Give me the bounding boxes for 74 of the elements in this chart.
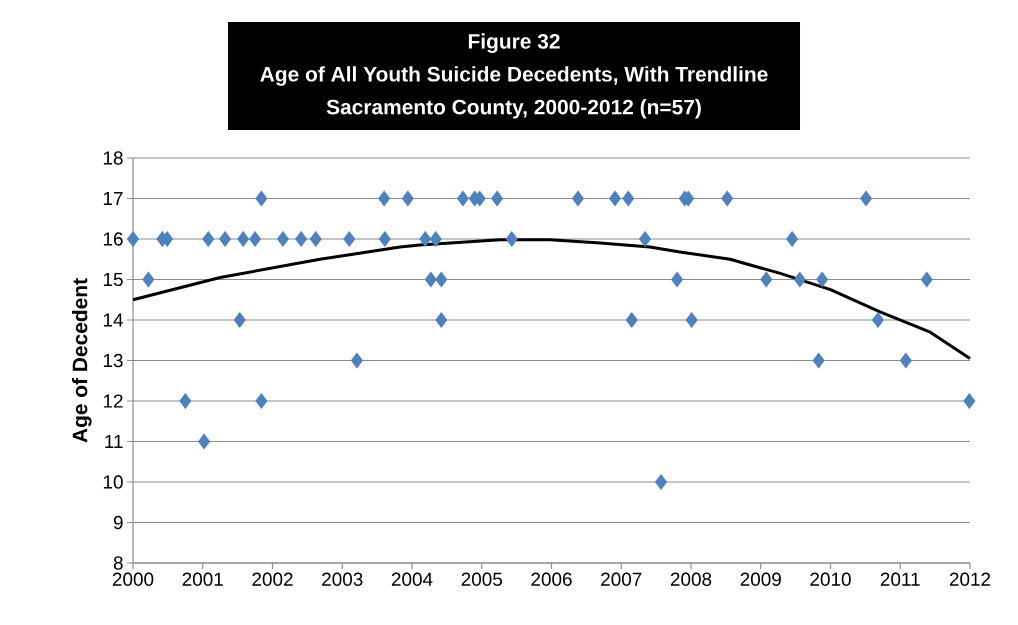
point: [435, 311, 448, 329]
point: [786, 230, 799, 248]
point: [920, 271, 933, 288]
point: [860, 190, 873, 207]
y-axis-title: Age of Decedent: [72, 278, 92, 443]
y-tick-label: 18: [103, 151, 123, 165]
point: [963, 392, 976, 410]
point: [812, 352, 825, 369]
y-tick-label: 16: [103, 232, 123, 246]
point: [179, 392, 192, 410]
point: [350, 352, 363, 369]
point: [378, 190, 391, 207]
y-tick-label: 11: [105, 434, 123, 449]
point: [198, 433, 211, 450]
point: [401, 190, 414, 207]
chart-title: Figure 32: [468, 33, 560, 53]
x-tick-label: 2005: [461, 572, 503, 586]
point: [608, 190, 622, 207]
x-tick-label: 2004: [391, 572, 433, 586]
y-tick-label: 17: [103, 191, 123, 206]
x-tick-label: 2001: [182, 572, 223, 586]
point: [126, 230, 140, 248]
point: [638, 230, 652, 248]
y-tick-label: 14: [103, 313, 123, 327]
x-tick-label: 2007: [601, 572, 642, 586]
point: [419, 230, 432, 248]
point: [654, 473, 668, 491]
x-tick-label: 2000: [112, 572, 154, 586]
y-tick-label: 15: [103, 272, 123, 287]
point: [249, 230, 262, 248]
point: [899, 352, 912, 369]
point: [871, 311, 884, 329]
point: [343, 230, 356, 248]
point: [202, 230, 215, 248]
point: [237, 230, 250, 248]
point: [793, 271, 806, 288]
point: [424, 271, 437, 288]
point: [219, 230, 232, 248]
point: [721, 190, 734, 207]
y-tick-label: 9: [113, 515, 123, 530]
point: [491, 190, 504, 207]
point: [685, 311, 698, 329]
x-tick-label: 2010: [810, 572, 851, 586]
point: [622, 190, 635, 207]
point: [255, 392, 268, 410]
point: [378, 230, 391, 248]
y-tick-label: 8: [113, 556, 123, 570]
point: [760, 271, 773, 288]
x-tick-label: 2006: [531, 572, 572, 586]
point: [625, 311, 638, 329]
y-tick-label: 13: [103, 353, 123, 368]
x-tick-label: 2012: [949, 572, 991, 586]
point: [505, 230, 518, 248]
x-tick-label: 2008: [670, 572, 712, 586]
point: [276, 230, 290, 248]
y-tick-label: 12: [103, 394, 123, 408]
point: [309, 230, 322, 248]
point: [671, 271, 684, 288]
point: [255, 190, 268, 207]
point: [429, 230, 442, 248]
point: [233, 311, 246, 329]
point: [456, 190, 469, 207]
x-tick-label: 2009: [740, 572, 781, 586]
x-tick-label: 2011: [880, 572, 920, 586]
y-tick-label: 10: [103, 475, 123, 489]
point: [295, 230, 308, 248]
text: Sacramento County, 2000-2012 (n=57): [326, 99, 701, 119]
point: [435, 271, 448, 288]
point: [571, 190, 585, 207]
x-tick-label: 2002: [252, 572, 293, 586]
chart-subtitle: Age of All Youth Suicide Decedents, With Trendline: [260, 66, 768, 86]
point: [816, 271, 829, 288]
point: [142, 271, 155, 288]
x-tick-label: 2003: [322, 572, 363, 586]
